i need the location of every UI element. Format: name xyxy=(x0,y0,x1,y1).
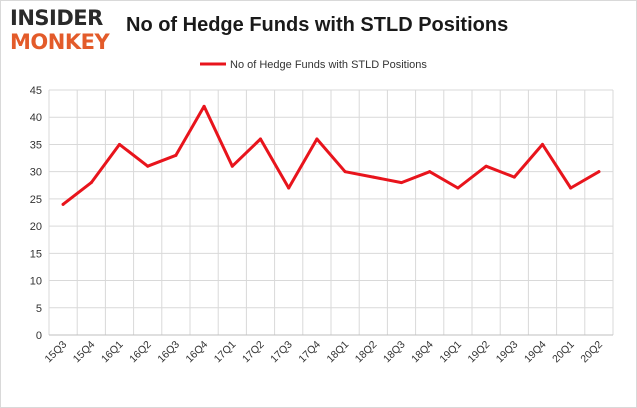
x-tick-label: 19Q2 xyxy=(466,339,493,366)
y-tick-label: 25 xyxy=(30,194,42,206)
data-point xyxy=(400,181,403,185)
data-point xyxy=(146,164,150,168)
data-point xyxy=(569,186,573,190)
y-tick-label: 0 xyxy=(36,330,42,342)
data-point xyxy=(597,170,601,174)
x-tick-label: 19Q4 xyxy=(522,339,549,366)
data-point xyxy=(118,142,121,146)
data-point xyxy=(512,175,516,179)
data-point xyxy=(230,164,234,168)
x-tick-label: 16Q3 xyxy=(155,339,182,366)
y-tick-label: 20 xyxy=(30,221,42,233)
x-tick-label: 17Q2 xyxy=(240,339,267,366)
data-point xyxy=(371,175,375,179)
x-tick-label: 17Q1 xyxy=(212,339,239,366)
x-tick-label: 19Q3 xyxy=(494,339,521,366)
y-tick-label: 10 xyxy=(30,276,42,288)
data-point xyxy=(259,137,262,141)
x-tick-label: 16Q1 xyxy=(99,339,126,366)
x-tick-label: 19Q1 xyxy=(437,339,464,366)
data-point xyxy=(89,181,93,185)
insider-monkey-logo: INSIDER MONKEY xyxy=(10,8,118,56)
data-point xyxy=(541,142,544,146)
data-point xyxy=(61,202,65,206)
y-tick-label: 15 xyxy=(30,248,42,260)
data-point xyxy=(287,186,291,190)
y-tick-label: 35 xyxy=(30,139,42,151)
y-tick-label: 45 xyxy=(30,85,42,97)
x-tick-label: 17Q3 xyxy=(268,339,295,366)
x-tick-label: 18Q3 xyxy=(381,339,408,366)
y-tick-label: 5 xyxy=(36,303,42,315)
x-tick-label: 18Q2 xyxy=(353,339,380,366)
y-tick-label: 30 xyxy=(30,167,42,179)
data-point xyxy=(174,153,178,157)
x-tick-label: 16Q2 xyxy=(127,339,154,366)
data-point xyxy=(484,164,488,168)
legend-label: No of Hedge Funds with STLD Positions xyxy=(230,59,427,71)
series-line xyxy=(61,104,601,206)
x-tick-label: 20Q1 xyxy=(550,339,577,366)
data-point xyxy=(202,104,206,108)
data-point xyxy=(456,186,460,190)
x-tick-label: 17Q4 xyxy=(296,339,323,366)
y-tick-label: 40 xyxy=(30,112,42,124)
data-point xyxy=(428,170,432,174)
x-tick-label: 15Q3 xyxy=(43,339,70,366)
logo-line-1: INSIDER xyxy=(10,6,103,30)
x-tick-label: 15Q4 xyxy=(71,339,98,366)
data-point xyxy=(315,137,319,141)
data-point xyxy=(343,170,347,174)
x-tick-label: 16Q4 xyxy=(184,339,211,366)
chart-title: No of Hedge Funds with STLD Positions xyxy=(126,14,509,36)
x-tick-label: 18Q4 xyxy=(409,339,436,366)
x-tick-label: 18Q1 xyxy=(325,339,352,366)
x-tick-label: 20Q2 xyxy=(578,339,605,366)
logo-line-2: MONKEY xyxy=(10,30,110,54)
